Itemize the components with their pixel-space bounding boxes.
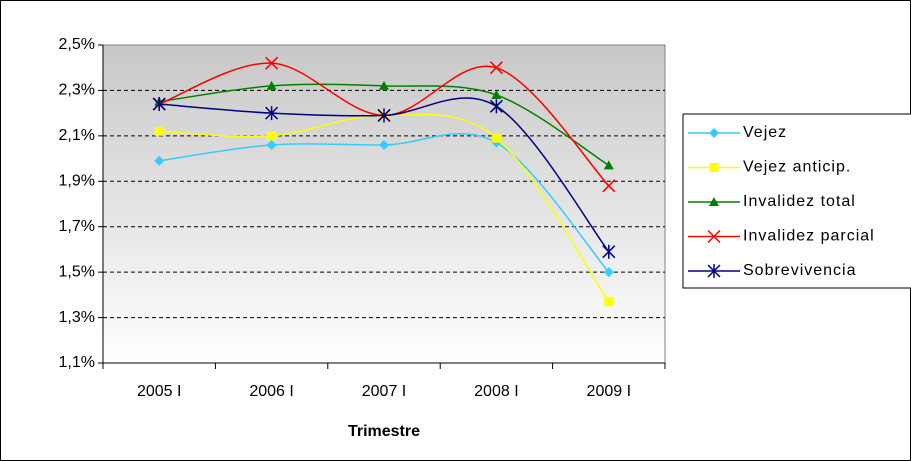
data-point: [154, 155, 165, 166]
y-tick-label: 2,3%: [59, 82, 95, 99]
data-point: [604, 297, 614, 307]
y-tick-label: 1,7%: [59, 218, 95, 235]
series-line: [159, 97, 610, 253]
data-point: [489, 99, 503, 114]
data-point: [377, 108, 391, 123]
x-tick-label: 2005 I: [137, 383, 181, 400]
data-point: [266, 139, 277, 150]
legend: [682, 113, 911, 289]
legend-label: Vejez: [743, 124, 787, 141]
data-point: [267, 131, 277, 141]
legend-marker: [707, 264, 721, 278]
y-tick-label: 1,3%: [59, 309, 95, 326]
data-point: [266, 80, 277, 90]
y-tick-label: 2,1%: [59, 127, 95, 144]
legend-label: Vejez anticip.: [743, 159, 851, 176]
data-point: [602, 179, 616, 193]
y-tick-label: 1,5%: [59, 263, 95, 280]
data-point: [489, 61, 503, 75]
series-line: [159, 133, 610, 273]
plot-area: [102, 44, 666, 364]
x-axis-label: Trimestre: [348, 423, 420, 440]
x-tick-label: 2009 I: [587, 383, 631, 400]
data-point: [491, 89, 502, 99]
legend-marker: [709, 197, 719, 206]
y-tick-label: 2,5%: [59, 36, 95, 53]
legend-marker: [709, 163, 719, 172]
data-point: [602, 244, 616, 259]
legend-label: Invalidez total: [743, 193, 856, 210]
y-tick-label: 1,1%: [59, 354, 95, 371]
data-point: [603, 267, 614, 278]
series-line: [159, 113, 610, 303]
data-point: [265, 106, 279, 121]
y-tick-label: 1,9%: [59, 173, 95, 190]
data-point: [379, 80, 389, 90]
x-tick-label: 2007 I: [362, 383, 406, 400]
data-point: [152, 97, 166, 112]
legend-label: Invalidez parcial: [743, 228, 875, 245]
legend-marker: [709, 128, 719, 138]
x-tick-label: 2006 I: [249, 383, 293, 400]
x-tick-label: 2008 I: [474, 383, 518, 400]
legend-marker: [707, 229, 721, 244]
data-point: [265, 56, 279, 70]
legend-label: Sobrevivencia: [743, 262, 857, 279]
data-point: [379, 139, 389, 150]
data-point: [603, 160, 614, 170]
data-point: [491, 133, 501, 143]
data-point: [154, 126, 164, 136]
